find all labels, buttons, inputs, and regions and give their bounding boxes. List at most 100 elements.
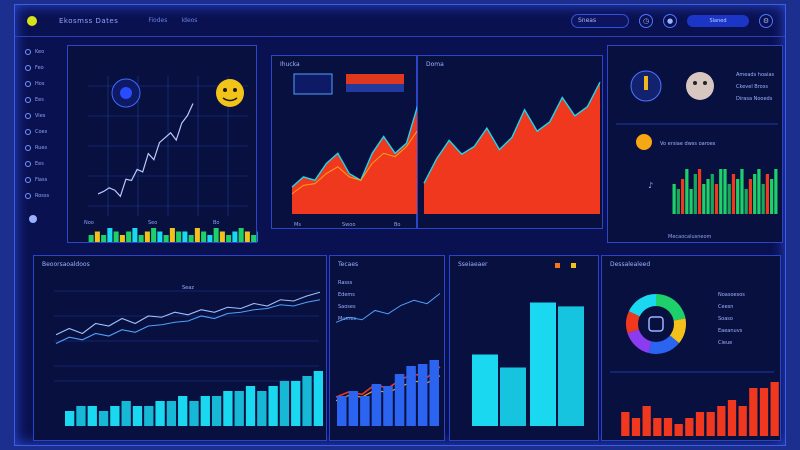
p1-bar-21 <box>219 231 225 242</box>
panel-mixed-1: Tecaes Rasss Edems Saoses Mumes <box>329 255 445 441</box>
tab-1[interactable]: Fiodes <box>148 17 168 24</box>
p4-bar-5 <box>693 174 697 214</box>
panel-6-chart: Rasss Edems Saoses Mumes <box>335 280 441 426</box>
p5-bar-16 <box>245 386 256 426</box>
sidebar-item-label: Fiass <box>35 177 48 183</box>
p1-bar-1 <box>94 231 100 242</box>
profile-icon[interactable]: ● <box>663 13 677 28</box>
p1-bar-8 <box>138 235 144 242</box>
sidebar-item-label: Feo <box>35 65 44 71</box>
panel-red-area-2: Doma <box>417 55 603 229</box>
p1-bar-2 <box>101 235 107 242</box>
sidebar-item-4[interactable]: Vies <box>25 111 61 121</box>
p1-bar-19 <box>207 235 213 242</box>
p4-bar-22 <box>765 174 770 214</box>
p4-bar-4 <box>689 189 693 214</box>
panel-2-chart: Ms Swoo Bo <box>291 73 419 228</box>
user-menu[interactable]: Slaned <box>687 14 749 27</box>
p7-legend-orange <box>555 263 560 268</box>
p5-bar-19 <box>279 381 290 426</box>
p3-area-group <box>423 81 601 214</box>
p5-title: Beoorsaoaldoos <box>42 261 90 268</box>
p5-bar-3 <box>98 411 109 426</box>
p3-series-0-fill <box>424 82 600 214</box>
p8-bar-5 <box>674 424 683 436</box>
panel-cyan-bars: Sseiaeaer <box>449 255 599 441</box>
p8-bar-11 <box>738 406 747 436</box>
p4-bar-23 <box>770 179 774 214</box>
emoji-face-icon <box>216 79 244 107</box>
p4-bar-3 <box>685 169 689 214</box>
p7-title: Sseiaeaer <box>458 261 488 268</box>
p4-bar-15 <box>736 179 740 214</box>
sidebar-item-6[interactable]: Rues <box>25 143 61 153</box>
p1-tick-0: Noo <box>84 220 94 226</box>
p1-bar-9 <box>144 231 150 242</box>
mic-icon[interactable]: ♪ <box>648 181 653 190</box>
p8-bar-4 <box>663 418 673 436</box>
panel-donut-red-bars: Dessalealeed Noasoesos Ceesn Soaso Eaean… <box>601 255 781 441</box>
p4-line-1: Ckevel Bross <box>736 84 768 90</box>
profile-avatar-face <box>686 72 714 100</box>
p5-grid <box>54 290 319 382</box>
p5-bar-15 <box>234 391 244 426</box>
p6-bars-group <box>337 360 439 426</box>
p1-bar-20 <box>213 228 219 242</box>
p8-bar-13 <box>759 388 769 436</box>
p4-footer: Mecaocalusneom <box>668 234 712 240</box>
p1-bar-15 <box>182 231 188 242</box>
p5-bar-0 <box>65 411 75 426</box>
sidebar-item-9[interactable]: Rosss <box>25 191 61 201</box>
p4-bar-18 <box>748 179 753 214</box>
p1-bar-24 <box>238 228 244 242</box>
p1-bar-7 <box>132 228 138 242</box>
p8-legend-2: Soaso <box>718 316 733 322</box>
panel-3-chart <box>423 81 601 214</box>
p5-bar-18 <box>268 386 278 426</box>
sidebar-item-1[interactable]: Feo <box>25 63 61 73</box>
search-input[interactable]: Sneas <box>571 13 629 28</box>
donut-center-icon <box>648 316 664 332</box>
panel-red-area-1: Ihucka Ms Swoo Bo <box>271 55 419 229</box>
p1-bars-group <box>88 228 263 242</box>
p5-tag: Seaz <box>182 285 194 291</box>
p1-bar-6 <box>126 231 132 242</box>
p1-tick-2: Bo <box>213 220 220 226</box>
p5-bar-11 <box>189 401 199 426</box>
p5-series-1 <box>55 299 321 344</box>
p6-bar-4 <box>383 386 393 426</box>
tab-2[interactable]: Ideos <box>181 17 198 24</box>
p4-line-0: Ameads hoaias <box>736 72 775 78</box>
p5-bar-5 <box>121 401 131 426</box>
notification-bell-icon[interactable]: ◷ <box>639 13 653 28</box>
settings-icon[interactable]: ⚙ <box>759 13 773 28</box>
top-right-group: Sneas ◷ ● Slaned ⚙ <box>571 13 773 28</box>
p2-series-1 <box>291 129 419 195</box>
p1-bar-23 <box>232 231 238 242</box>
p4-bar-21 <box>761 184 765 214</box>
sidebar-item-5[interactable]: Coes <box>25 127 61 137</box>
sidebar-item-7[interactable]: Ees <box>25 159 61 169</box>
sidebar-item-2[interactable]: Hos <box>25 79 61 89</box>
p8-bar-14 <box>770 382 779 436</box>
p1-series-line <box>97 103 194 198</box>
sidebar-active-dot[interactable] <box>29 215 37 223</box>
p1-bar-10 <box>151 228 157 242</box>
p4-bar-16 <box>740 169 744 214</box>
sidebar-item-3[interactable]: Ees <box>25 95 61 105</box>
p6-legend-0: Rasss <box>338 280 353 286</box>
p6-legend-3: Mumes <box>338 316 356 322</box>
sidebar-item-0[interactable]: Keo <box>25 47 61 57</box>
p8-bars-group <box>621 382 779 436</box>
menu-circle-icon <box>25 145 31 151</box>
p8-bar-10 <box>727 400 737 436</box>
p1-bar-11 <box>157 231 163 242</box>
p6-legend-2: Saoses <box>338 304 356 310</box>
p5-bar-21 <box>302 376 312 426</box>
menu-circle-icon <box>25 113 31 119</box>
p2-title: Ihucka <box>280 61 300 68</box>
sidebar-item-8[interactable]: Fiass <box>25 175 61 185</box>
p1-bar-25 <box>244 231 250 242</box>
p2-flag-blue <box>346 84 404 92</box>
p8-bar-12 <box>749 388 758 436</box>
